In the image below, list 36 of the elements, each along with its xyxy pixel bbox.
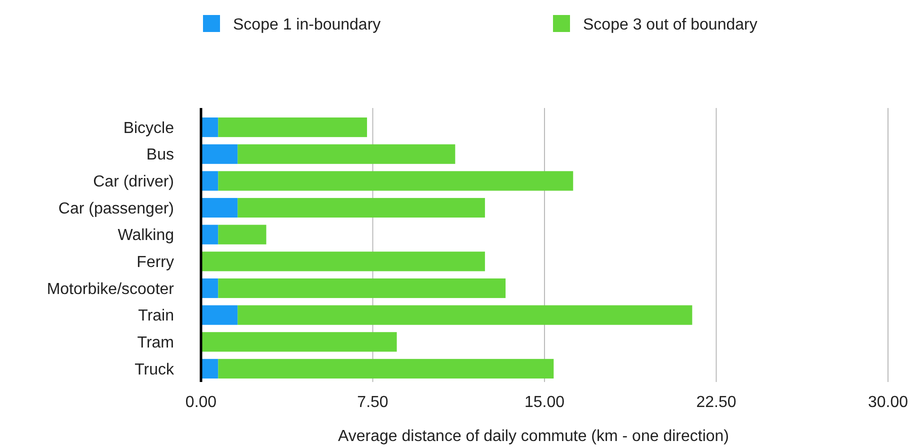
legend-label: Scope 3 out of boundary bbox=[583, 16, 758, 34]
bar bbox=[218, 278, 506, 298]
bar bbox=[218, 117, 368, 138]
bar bbox=[218, 224, 266, 244]
y-tick-label: Truck bbox=[134, 361, 175, 378]
bar bbox=[201, 278, 218, 298]
x-tick-label: 22.50 bbox=[696, 394, 736, 411]
bar bbox=[201, 171, 218, 191]
y-tick-label: Train bbox=[138, 308, 174, 325]
y-tick-label: Car (passenger) bbox=[58, 200, 174, 218]
bar bbox=[201, 117, 218, 138]
bar bbox=[218, 171, 574, 191]
y-tick-label: Tram bbox=[137, 334, 174, 352]
x-tick-label: 30.00 bbox=[868, 394, 908, 411]
x-axis-title: Average distance of daily commute (km - one direction) bbox=[338, 428, 729, 445]
y-tick-label: Ferry bbox=[136, 254, 174, 272]
y-tick-label: Car (driver) bbox=[93, 174, 174, 191]
x-tick-label: 15.00 bbox=[524, 394, 565, 411]
bar bbox=[201, 224, 218, 244]
bar bbox=[238, 144, 456, 164]
bar bbox=[201, 198, 238, 218]
bar bbox=[218, 358, 554, 379]
bar bbox=[201, 144, 238, 164]
bar bbox=[238, 305, 692, 325]
y-tick-label: Motorbike/scooter bbox=[46, 280, 175, 298]
legend-label: Scope 1 in-boundary bbox=[233, 16, 381, 34]
y-tick-label: Walking bbox=[118, 227, 174, 244]
bar bbox=[201, 358, 218, 379]
y-tick-label: Bus bbox=[146, 146, 174, 164]
x-tick-label: 0.00 bbox=[185, 394, 217, 411]
bar bbox=[201, 305, 238, 325]
bar bbox=[238, 198, 485, 218]
bar bbox=[201, 332, 397, 352]
bar bbox=[201, 252, 485, 272]
x-tick-label: 7.50 bbox=[357, 394, 388, 411]
y-tick-label: Bicycle bbox=[123, 120, 174, 137]
